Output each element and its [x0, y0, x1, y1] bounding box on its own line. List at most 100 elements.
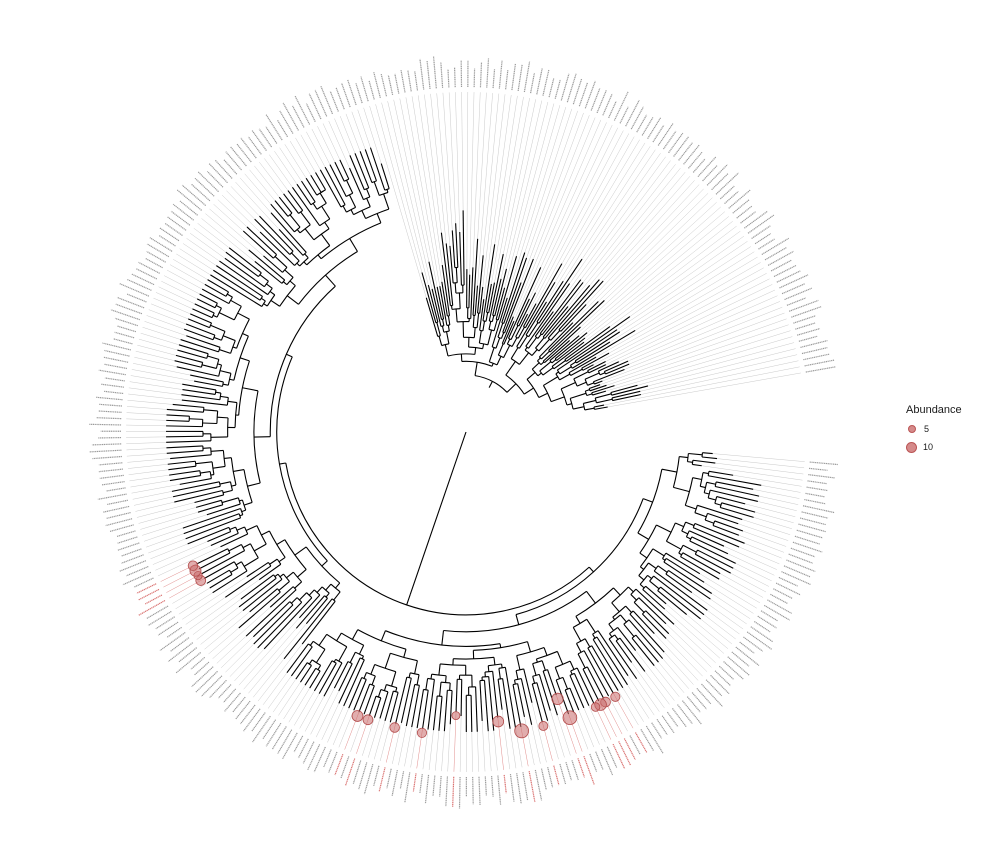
tip-leader-line	[373, 720, 386, 760]
tip-label-mark	[735, 646, 760, 666]
tree-branch	[526, 372, 536, 380]
tree-branch	[172, 485, 221, 498]
tree-branch	[168, 465, 197, 471]
tree-branch	[479, 286, 484, 314]
tip-label-mark	[736, 205, 753, 219]
tree-branch	[263, 303, 268, 307]
tip-label-mark	[159, 227, 180, 242]
tip-leader-line	[173, 259, 208, 280]
tree-branch	[323, 662, 343, 697]
tree-branch	[192, 308, 213, 319]
tree-branch	[289, 214, 301, 228]
tree-branch	[665, 557, 705, 583]
tree-branch	[555, 371, 559, 375]
tree-branch	[515, 313, 529, 338]
tree-branch	[187, 318, 210, 329]
tree-branch	[338, 657, 361, 704]
tree-branch	[278, 229, 304, 256]
tip-label-mark	[191, 666, 214, 688]
tip-label-mark	[452, 776, 455, 807]
tip-label-mark	[522, 772, 529, 801]
tree-branch	[257, 601, 303, 649]
tree-arc	[321, 586, 330, 594]
tip-label-mark	[662, 130, 677, 150]
tip-leader-line	[146, 315, 185, 330]
tree-arc	[230, 457, 237, 486]
tip-leader-line	[172, 583, 208, 604]
tip-leader-line	[524, 108, 572, 253]
tip-label-mark	[668, 132, 684, 154]
tip-leader-line	[455, 92, 460, 232]
tree-branch	[485, 312, 489, 322]
tree-branch	[501, 252, 526, 323]
tree-branch	[542, 367, 554, 376]
tip-leader-line	[264, 158, 289, 191]
tip-leader-line	[477, 93, 493, 286]
tree-branch	[317, 254, 322, 260]
tip-label-mark	[363, 764, 374, 795]
tip-leader-line	[278, 682, 301, 716]
tree-arc	[549, 360, 553, 364]
tip-leader-line	[755, 511, 794, 523]
tip-label-mark	[138, 588, 160, 601]
tip-leader-line	[531, 724, 541, 764]
tip-label-mark	[179, 200, 198, 216]
tree-arc	[572, 618, 588, 628]
tip-label-mark	[711, 173, 729, 191]
tree-branch	[199, 293, 218, 304]
tree-arc	[312, 640, 326, 650]
tree-branch	[511, 337, 518, 347]
tip-leader-line	[345, 113, 361, 152]
tip-label-mark	[705, 679, 723, 697]
tree-branch	[253, 601, 291, 638]
tree-branch	[406, 594, 411, 606]
tip-leader-line	[584, 221, 733, 339]
tree-arc	[551, 366, 555, 370]
tree-branch	[304, 228, 315, 241]
tip-leader-line	[192, 598, 242, 635]
tree-branch	[474, 347, 477, 355]
tree-branch	[639, 583, 645, 589]
tree-branch	[183, 328, 214, 341]
tree-arc	[353, 206, 371, 216]
tree-branch	[361, 655, 364, 660]
tip-label-mark	[634, 732, 648, 753]
tree-arc	[692, 523, 696, 528]
tree-branch	[366, 198, 371, 207]
tree-branch	[515, 670, 519, 680]
tree-branch	[300, 211, 311, 226]
abundance-point	[514, 723, 530, 739]
tree-branch	[608, 623, 615, 631]
tree-branch	[380, 630, 386, 642]
tip-leader-line	[719, 578, 761, 604]
tip-label-mark	[566, 73, 577, 103]
tree-branch	[704, 519, 715, 524]
tree-branch	[653, 575, 705, 616]
tree-branch	[295, 595, 325, 629]
tree-branch	[196, 548, 228, 565]
tree-branch	[591, 385, 615, 394]
tree-branch	[443, 690, 448, 732]
tip-label-mark	[136, 583, 157, 594]
tree-branch	[166, 419, 190, 422]
tree-branch	[266, 283, 273, 289]
tip-label-mark	[801, 511, 829, 519]
tip-label-mark	[414, 70, 419, 91]
tree-branch	[586, 393, 593, 397]
tree-branch	[451, 230, 456, 268]
tree-arc	[691, 460, 694, 465]
tree-arc	[610, 392, 613, 396]
tip-leader-line	[733, 475, 802, 487]
tip-leader-line	[262, 672, 288, 705]
tree-branch	[242, 543, 251, 549]
tree-branch	[201, 550, 245, 575]
tip-label-mark	[728, 189, 751, 209]
tree-arc	[214, 302, 218, 309]
tree-branch	[235, 561, 242, 566]
tree-branch	[269, 291, 276, 296]
abundance-point	[610, 691, 621, 702]
tree-branch	[203, 409, 218, 412]
tip-label-mark	[224, 692, 241, 712]
tip-label-mark	[328, 751, 338, 773]
tip-leader-line	[553, 156, 666, 312]
